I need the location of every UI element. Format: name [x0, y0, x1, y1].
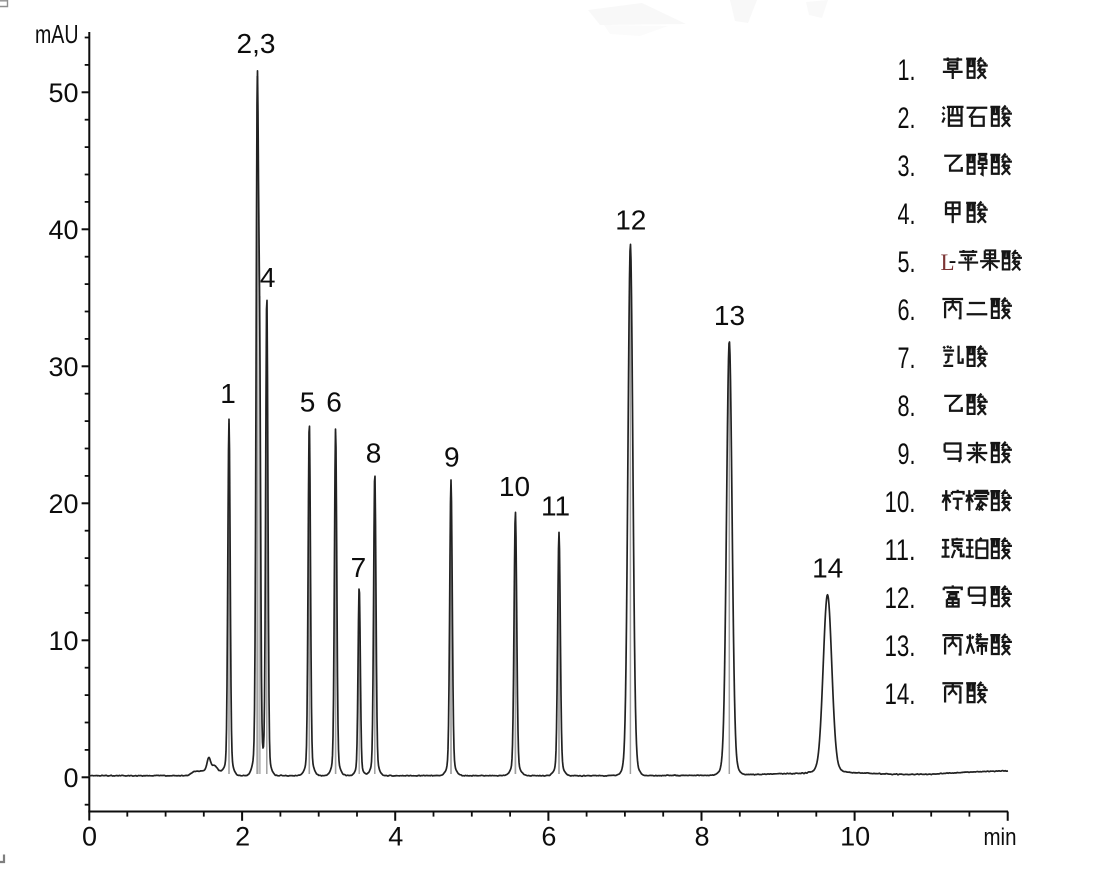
- svg-text:0: 0: [63, 763, 78, 793]
- svg-text:6: 6: [326, 387, 342, 418]
- svg-text:13.: 13.: [885, 630, 916, 663]
- svg-text:30: 30: [48, 352, 78, 382]
- svg-text:-: -: [949, 247, 957, 274]
- svg-text:4: 4: [388, 822, 403, 852]
- svg-text:13: 13: [714, 300, 745, 331]
- svg-text:2,3: 2,3: [237, 28, 276, 59]
- svg-text:1.: 1.: [898, 54, 916, 87]
- svg-text:1: 1: [220, 378, 236, 409]
- svg-text:5: 5: [300, 387, 316, 418]
- svg-text:9: 9: [444, 442, 460, 473]
- svg-text:11.: 11.: [885, 534, 916, 567]
- svg-text:7: 7: [351, 552, 367, 583]
- svg-text:10.: 10.: [885, 486, 916, 519]
- svg-text:40: 40: [48, 215, 78, 245]
- svg-text:50: 50: [48, 78, 78, 108]
- svg-text:6.: 6.: [898, 294, 916, 327]
- svg-text:6: 6: [541, 822, 556, 852]
- svg-text:20: 20: [48, 489, 78, 519]
- svg-text:10: 10: [840, 822, 870, 852]
- svg-text:4.: 4.: [898, 198, 916, 231]
- svg-text:9.: 9.: [898, 438, 916, 471]
- svg-text:12.: 12.: [885, 582, 916, 615]
- svg-text:7.: 7.: [898, 342, 916, 375]
- svg-text:L: L: [941, 250, 955, 275]
- svg-text:0: 0: [82, 822, 97, 852]
- svg-text:2.: 2.: [898, 102, 916, 135]
- svg-text:10: 10: [48, 626, 78, 656]
- svg-text:11: 11: [541, 491, 570, 522]
- svg-text:2: 2: [235, 822, 250, 852]
- svg-text:4: 4: [260, 262, 276, 293]
- svg-text:8: 8: [694, 822, 709, 852]
- svg-text:3.: 3.: [898, 150, 916, 183]
- svg-text:5.: 5.: [898, 246, 916, 279]
- svg-text:8: 8: [366, 438, 382, 469]
- svg-text:14.: 14.: [885, 678, 916, 711]
- svg-text:min: min: [984, 824, 1017, 851]
- svg-text:10: 10: [499, 471, 530, 502]
- svg-text:12: 12: [615, 204, 646, 235]
- svg-text:mAU: mAU: [35, 19, 79, 49]
- svg-text:8.: 8.: [898, 390, 916, 423]
- svg-text:14: 14: [812, 553, 843, 584]
